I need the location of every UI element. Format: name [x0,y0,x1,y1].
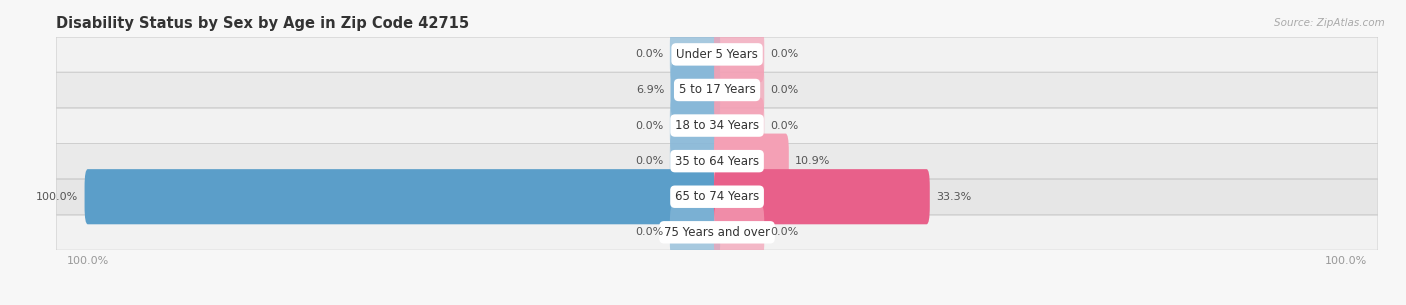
Text: 0.0%: 0.0% [770,49,799,59]
Text: 75 Years and over: 75 Years and over [664,226,770,239]
FancyBboxPatch shape [669,27,720,82]
FancyBboxPatch shape [56,72,1378,108]
Text: 5 to 17 Years: 5 to 17 Years [679,84,755,96]
FancyBboxPatch shape [56,37,1378,72]
Legend: Male, Female: Male, Female [651,302,783,305]
FancyBboxPatch shape [669,134,720,189]
FancyBboxPatch shape [671,63,720,117]
FancyBboxPatch shape [56,143,1378,179]
Text: Disability Status by Sex by Age in Zip Code 42715: Disability Status by Sex by Age in Zip C… [56,16,470,31]
FancyBboxPatch shape [714,98,765,153]
Text: 0.0%: 0.0% [636,49,664,59]
Text: 18 to 34 Years: 18 to 34 Years [675,119,759,132]
Text: 0.0%: 0.0% [636,227,664,237]
FancyBboxPatch shape [56,214,1378,250]
Text: 0.0%: 0.0% [770,85,799,95]
FancyBboxPatch shape [669,205,720,260]
FancyBboxPatch shape [714,205,765,260]
Text: 0.0%: 0.0% [636,120,664,131]
FancyBboxPatch shape [84,169,720,224]
FancyBboxPatch shape [714,63,765,117]
Text: Source: ZipAtlas.com: Source: ZipAtlas.com [1274,18,1385,28]
Text: 0.0%: 0.0% [636,156,664,166]
FancyBboxPatch shape [714,134,789,189]
Text: 33.3%: 33.3% [936,192,972,202]
Text: Under 5 Years: Under 5 Years [676,48,758,61]
Text: 35 to 64 Years: 35 to 64 Years [675,155,759,168]
Text: 100.0%: 100.0% [37,192,79,202]
Text: 10.9%: 10.9% [796,156,831,166]
Text: 0.0%: 0.0% [770,227,799,237]
Text: 6.9%: 6.9% [636,85,664,95]
FancyBboxPatch shape [714,27,765,82]
FancyBboxPatch shape [56,108,1378,143]
Text: 65 to 74 Years: 65 to 74 Years [675,190,759,203]
Text: 0.0%: 0.0% [770,120,799,131]
FancyBboxPatch shape [714,169,929,224]
FancyBboxPatch shape [669,98,720,153]
FancyBboxPatch shape [56,179,1378,214]
